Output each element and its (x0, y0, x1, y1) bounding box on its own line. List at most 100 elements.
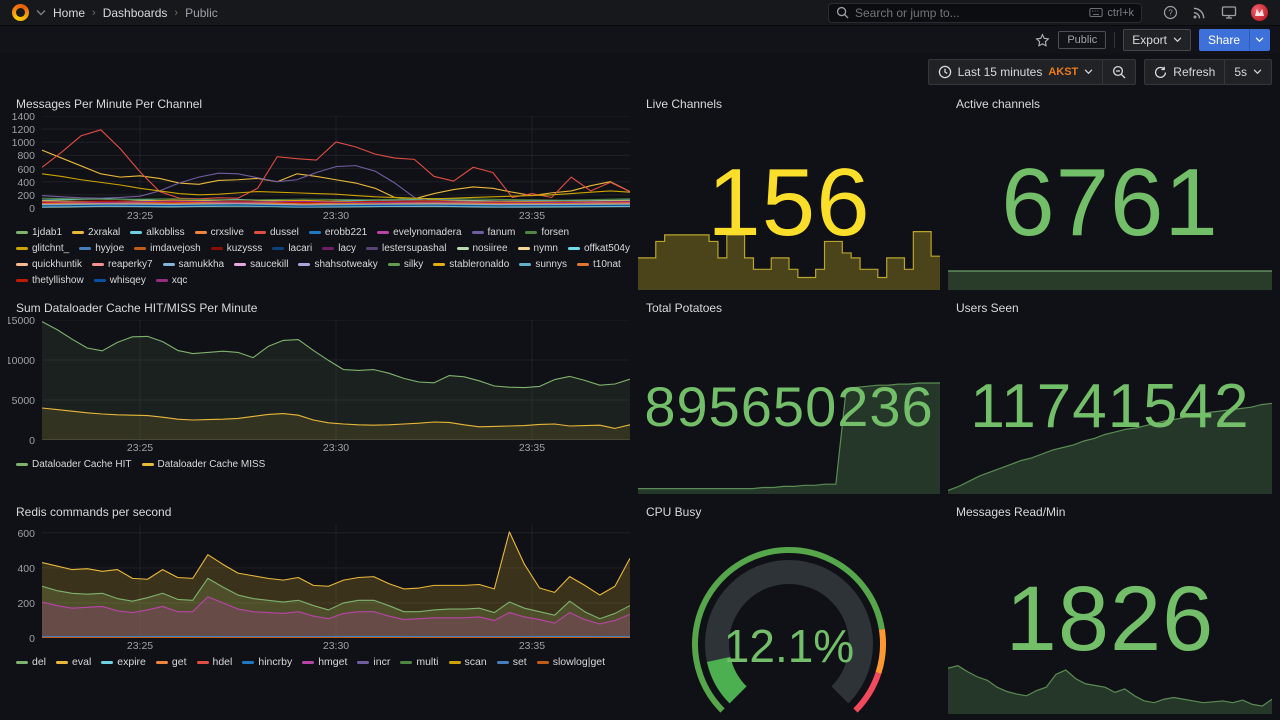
legend-item[interactable]: Dataloader Cache MISS (141, 458, 265, 471)
legend-series-label: thetyllishow (32, 275, 84, 286)
legend-item[interactable]: evelynomadera (377, 226, 462, 239)
panel-title[interactable]: Sum Dataloader Cache HIT/MISS Per Minute (16, 301, 258, 315)
legend-series-color (16, 263, 28, 266)
legend-item[interactable]: crxslive (194, 226, 244, 239)
legend-series-label: shahsotweaky (314, 259, 378, 270)
user-avatar[interactable] (1251, 4, 1268, 21)
news-rss-icon[interactable] (1192, 5, 1207, 20)
panel-title[interactable]: Users Seen (956, 301, 1019, 315)
time-range-picker[interactable]: Last 15 minutes AKST (927, 59, 1104, 85)
legend-item[interactable]: hincrby (242, 656, 292, 669)
time-series-plot[interactable] (41, 115, 630, 209)
legend-series-label: incr (373, 656, 391, 668)
legend-item[interactable]: lestersupashal (366, 242, 447, 255)
legend-series-color (93, 279, 106, 282)
legend-item[interactable]: kuzysss (210, 242, 262, 255)
legend-item[interactable]: scan (448, 656, 487, 669)
legend-item[interactable]: 2xrakal (72, 226, 120, 239)
legend-item[interactable]: alkobliss (130, 226, 185, 239)
breadcrumb-home[interactable]: Home (53, 5, 86, 20)
legend-series-color (141, 463, 154, 466)
time-series-plot[interactable] (41, 319, 630, 441)
legend-item[interactable]: Dataloader Cache HIT (16, 458, 132, 471)
legend-item[interactable]: nosiiree (456, 242, 508, 255)
legend-item[interactable]: del (16, 656, 46, 669)
star-dashboard-button[interactable] (1035, 32, 1050, 48)
share-dropdown-button[interactable] (1249, 29, 1270, 51)
legend-item[interactable]: quickhuntik (16, 258, 82, 271)
axis-tick-label: 23:25 (126, 640, 154, 652)
legend-item[interactable]: nymn (517, 242, 558, 255)
panel-title[interactable]: Total Potatoes (646, 301, 723, 315)
breadcrumb-current[interactable]: Public (185, 5, 218, 20)
legend-item[interactable]: lacy (322, 242, 356, 255)
legend-series-color (400, 661, 413, 664)
panel-title[interactable]: Live Channels (646, 97, 723, 111)
legend-series-color (308, 231, 321, 234)
search-shortcut: ctrl+k (1089, 7, 1134, 19)
panel-cpu-busy: CPU Busy 12.1% (638, 502, 940, 714)
legend-item[interactable]: forsen (525, 226, 569, 239)
legend-item[interactable]: hyyjoe (79, 242, 124, 255)
panel-messages-per-minute: Messages Per Minute Per Channel 0 200 400 6… (8, 94, 630, 290)
legend-item[interactable]: glitchnt_ (16, 242, 69, 255)
legend-item[interactable]: imdavejosh (134, 242, 201, 255)
legend-item[interactable]: xqc (155, 274, 187, 287)
legend-item[interactable]: fanum (471, 226, 515, 239)
legend-item[interactable]: multi (400, 656, 439, 669)
panel-title[interactable]: Redis commands per second (16, 505, 172, 519)
share-button[interactable]: Share (1198, 29, 1249, 51)
legend-item[interactable]: samukkha (162, 258, 224, 271)
legend-item[interactable]: erobb221 (308, 226, 367, 239)
legend-item[interactable]: saucekill (234, 258, 288, 271)
legend-item[interactable]: get (155, 656, 187, 669)
export-button[interactable]: Export (1123, 29, 1191, 51)
panel-total-potatoes: Total Potatoes 895650236 (638, 298, 940, 494)
legend-item[interactable]: stableronaldo (433, 258, 509, 271)
search-input[interactable] (855, 5, 1084, 20)
grafana-logo[interactable] (12, 4, 29, 21)
chevron-down-icon (1253, 69, 1262, 75)
legend-item[interactable]: set (496, 656, 527, 669)
refresh-button[interactable]: Refresh (1144, 59, 1226, 85)
refresh-interval-dropdown[interactable]: 5s (1225, 59, 1272, 85)
panel-title[interactable]: Active channels (956, 97, 1041, 111)
stat-value: 895650236 (644, 375, 934, 438)
legend-item[interactable]: incr (357, 656, 390, 669)
sparkline (948, 268, 1272, 290)
legend-item[interactable]: slowlog|get (536, 656, 605, 669)
zoom-out-time-button[interactable] (1103, 59, 1137, 85)
legend-series-color (196, 661, 209, 664)
panel-title[interactable]: Messages Per Minute Per Channel (16, 97, 203, 111)
legend-item[interactable]: thetyllishow (16, 274, 84, 287)
legend-item[interactable]: shahsotweaky (298, 258, 378, 271)
legend-series-color (56, 661, 69, 664)
sparkline (948, 626, 1272, 714)
keyboard-icon (1089, 8, 1103, 17)
kiosk-monitor-icon[interactable] (1221, 5, 1237, 20)
legend-item[interactable]: silky (387, 258, 423, 271)
legend-item[interactable]: lacari (272, 242, 312, 255)
legend-item[interactable]: hmget (302, 656, 347, 669)
legend-series-color (387, 263, 400, 266)
legend-item[interactable]: expire (101, 656, 146, 669)
help-icon[interactable]: ? (1163, 5, 1178, 20)
legend-item[interactable]: 1jdab1 (16, 226, 62, 239)
legend-item[interactable]: t10nat (577, 258, 621, 271)
legend-item[interactable]: whisqey (93, 274, 146, 287)
legend-item[interactable]: reaperky7 (92, 258, 153, 271)
legend: del eval expire get hdel hincrby hmget incr mult… (16, 656, 630, 669)
legend-item[interactable]: offkat504y (567, 242, 630, 255)
legend-item[interactable]: hdel (196, 656, 232, 669)
legend-item[interactable]: sunnys (519, 258, 567, 271)
time-series-plot[interactable] (41, 524, 630, 639)
breadcrumb-dashboards[interactable]: Dashboards (102, 5, 168, 20)
legend-item[interactable]: eval (56, 656, 91, 669)
legend-series-label: 1jdab1 (32, 227, 63, 238)
axis-tick-label: 1400 (11, 111, 35, 123)
panel-title[interactable]: CPU Busy (646, 505, 702, 519)
nav-menu-chevron-down-icon[interactable] (36, 9, 46, 16)
legend-item[interactable]: dussel (253, 226, 299, 239)
search-box[interactable]: ctrl+k (828, 2, 1142, 23)
panel-title[interactable]: Messages Read/Min (956, 505, 1066, 519)
